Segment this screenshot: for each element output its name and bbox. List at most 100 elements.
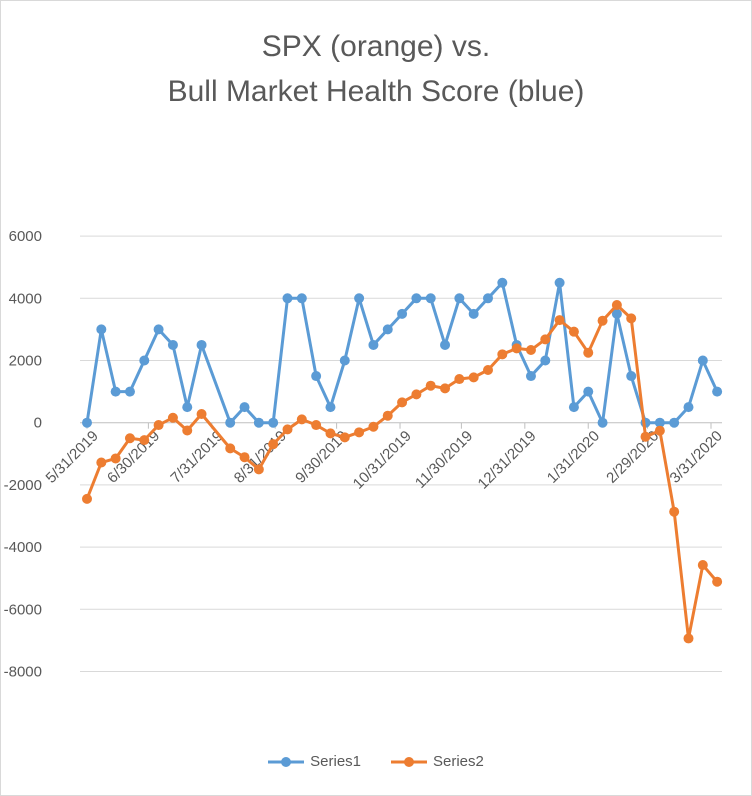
- series2-point: [82, 493, 92, 504]
- series1-point: [654, 417, 665, 428]
- series2-point: [440, 383, 451, 394]
- series2-point: [583, 347, 594, 358]
- y-tick-label: -4000: [4, 539, 42, 556]
- series2-point: [96, 457, 107, 468]
- series2-point: [697, 560, 708, 571]
- series2-point: [540, 334, 551, 345]
- series2-point: [139, 435, 150, 446]
- series1-legend-marker: [268, 756, 305, 767]
- series1-point: [167, 339, 178, 350]
- series1-point: [82, 417, 92, 428]
- series2-point: [554, 315, 565, 326]
- legend-label-series1: Series1: [310, 753, 361, 770]
- series1-point: [568, 402, 579, 413]
- series2-point: [153, 420, 164, 431]
- y-tick-label: 2000: [9, 353, 42, 370]
- legend-label-series2: Series2: [433, 753, 484, 770]
- series2-point: [124, 433, 135, 444]
- series1-point: [268, 417, 279, 428]
- series2-point: [225, 443, 236, 454]
- series1-point: [153, 324, 164, 335]
- series1-point: [339, 355, 350, 366]
- series2-point: [497, 349, 508, 360]
- series1-point: [482, 293, 493, 304]
- series1-point: [497, 277, 508, 288]
- series1-point: [411, 293, 422, 304]
- series1-point: [311, 371, 322, 382]
- series1-point: [253, 417, 264, 428]
- series1-point: [669, 417, 680, 428]
- series2-point: [425, 380, 436, 391]
- legend-item-series2: Series2: [391, 753, 484, 770]
- series2-point: [296, 414, 307, 425]
- series1-point: [239, 402, 250, 413]
- series1-point: [597, 417, 608, 428]
- series1-point: [196, 339, 207, 350]
- series1-point: [124, 386, 135, 397]
- series1-point: [368, 339, 379, 350]
- series1-line: [85, 281, 719, 425]
- series2-point: [611, 300, 622, 311]
- x-tick-label: 2/29/2020: [603, 428, 662, 487]
- series2-point: [511, 343, 522, 354]
- series2-point: [382, 410, 393, 421]
- series2-point: [268, 439, 279, 450]
- x-tick-label: 3/31/2020: [667, 428, 726, 487]
- series1-point: [110, 386, 121, 397]
- series1-point: [397, 308, 408, 319]
- series2-point: [167, 412, 178, 423]
- y-tick-label: -6000: [4, 601, 42, 618]
- series1-point: [382, 324, 393, 335]
- series2-point: [669, 506, 680, 517]
- series1-point: [554, 277, 565, 288]
- y-tick-label: 6000: [9, 228, 42, 245]
- legend-item-series1: Series1: [268, 753, 361, 770]
- series1-point: [325, 402, 336, 413]
- series1-point: [454, 293, 465, 304]
- series2-legend-marker: [391, 756, 427, 767]
- series2-point: [354, 427, 365, 438]
- series2-point: [282, 424, 293, 435]
- series2-point: [626, 313, 637, 324]
- series1-point: [697, 355, 708, 366]
- legend: Series1 Series2: [0, 753, 752, 770]
- series1-point: [282, 293, 293, 304]
- series1-point: [354, 293, 365, 304]
- series2-point: [454, 374, 465, 385]
- series2-point: [468, 372, 479, 383]
- x-tick-label: 5/31/2019: [43, 428, 102, 487]
- series1-point: [425, 293, 436, 304]
- series1-point: [611, 308, 622, 319]
- chart-title-line-2: Bull Market Health Score (blue): [167, 75, 585, 108]
- y-tick-label: -2000: [4, 477, 42, 494]
- x-tick-label: 1/31/2020: [544, 428, 603, 487]
- series1-point: [683, 402, 694, 413]
- series1-point: [225, 417, 236, 428]
- series1-point: [139, 355, 150, 366]
- series2-point: [597, 315, 608, 326]
- series2-point: [239, 452, 250, 463]
- series1-point: [525, 371, 536, 382]
- series2-point: [196, 408, 207, 419]
- chart-title-line-1: SPX (orange) vs.: [261, 30, 491, 63]
- series2-point: [411, 389, 422, 400]
- series2-point: [325, 428, 336, 439]
- series1-point: [182, 402, 193, 413]
- series1-point: [440, 339, 451, 350]
- series2-point: [182, 425, 193, 436]
- series2-point: [712, 576, 723, 587]
- series1-point: [712, 386, 723, 397]
- series2-point: [683, 633, 694, 644]
- series2-point: [397, 397, 408, 408]
- x-tick-label: 12/31/2019: [475, 428, 540, 493]
- series2-point: [640, 431, 651, 442]
- series1-point: [540, 355, 551, 366]
- y-tick-label: 4000: [9, 290, 42, 307]
- x-tick-label: 11/30/2019: [412, 428, 476, 492]
- y-tick-label: -8000: [4, 664, 42, 681]
- series2-point: [482, 365, 493, 376]
- series1-point: [583, 386, 594, 397]
- series2-point: [311, 420, 322, 431]
- series1-point: [626, 371, 637, 382]
